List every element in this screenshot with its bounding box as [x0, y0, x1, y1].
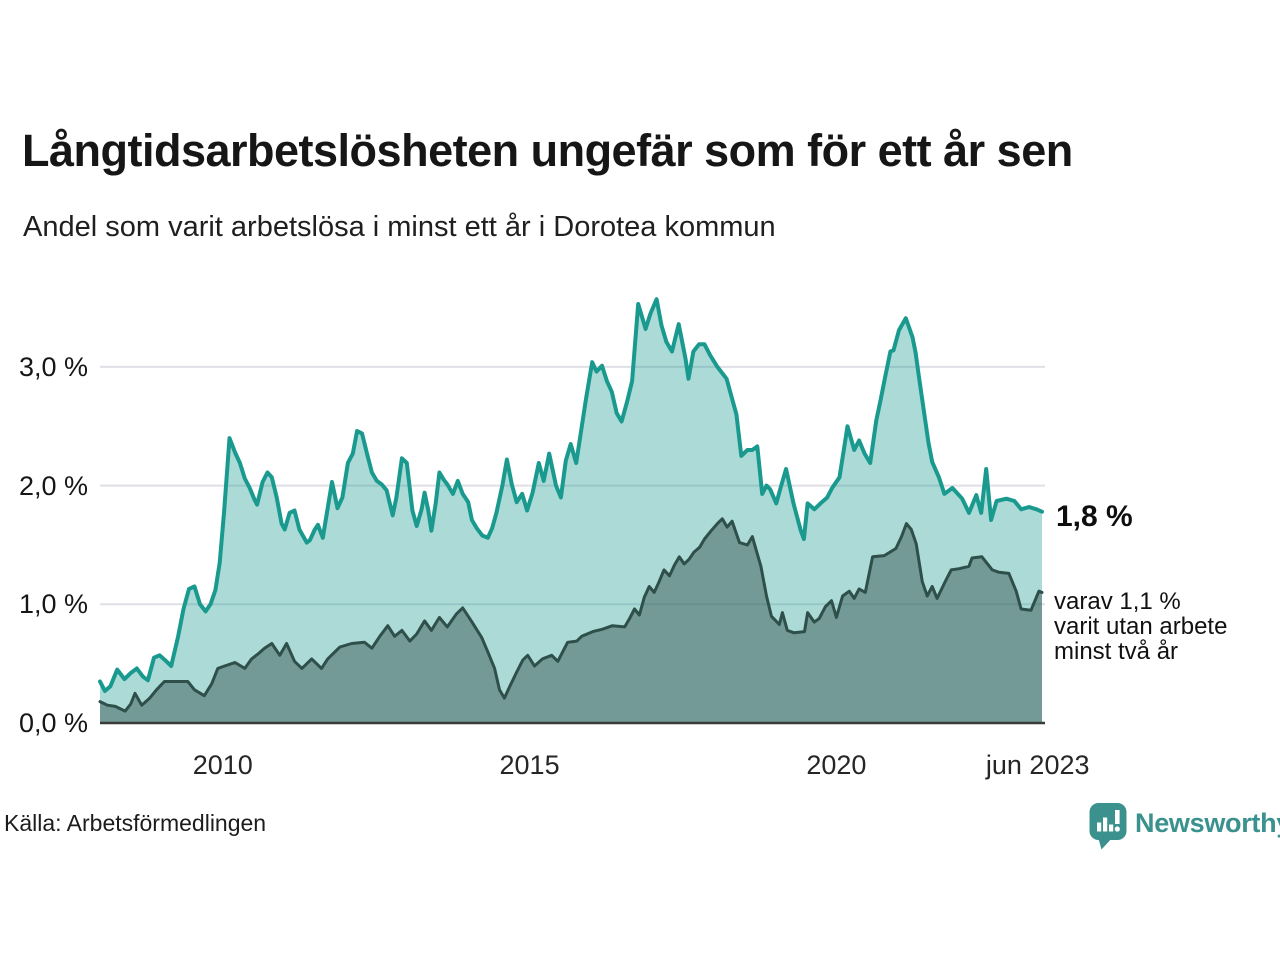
x-tick-label: 2015	[499, 750, 560, 780]
x-tick-label: 2010	[192, 750, 253, 780]
newsworthy-wordmark: Newsworthy	[1135, 808, 1280, 838]
x-tick-label: jun 2023	[985, 750, 1090, 780]
two-year-annotation-line: varav 1,1 %	[1054, 588, 1181, 615]
source-attribution: Källa: Arbetsförmedlingen	[4, 810, 267, 836]
line-two-years	[98, 517, 1044, 713]
page-title: Långtidsarbetslösheten ungefär som för e…	[22, 125, 1073, 176]
y-tick-label: 1,0 %	[18, 589, 88, 620]
area-fill-two-years	[100, 518, 1042, 723]
chart-subtitle: Andel som varit arbetslösa i minst ett å…	[23, 211, 776, 243]
two-year-annotation-line: minst två år	[1054, 638, 1179, 665]
line-one-year	[98, 297, 1044, 693]
two-year-annotation: varav 1,1 % varit utan arbete minst två år	[1054, 589, 1227, 664]
two-year-annotation-line: varit utan arbete	[1054, 613, 1228, 640]
latest-value-annotation: 1,8 %	[1056, 500, 1133, 533]
newsworthy-logo: Newsworthy	[1088, 801, 1280, 850]
x-tick-label: 2020	[806, 750, 867, 780]
y-tick-label: 0,0 %	[18, 708, 88, 738]
y-tick-label: 3,0 %	[18, 351, 88, 382]
bar-chart-speech-bubble-icon	[1089, 803, 1127, 850]
y-tick-label: 2,0 %	[18, 470, 88, 501]
